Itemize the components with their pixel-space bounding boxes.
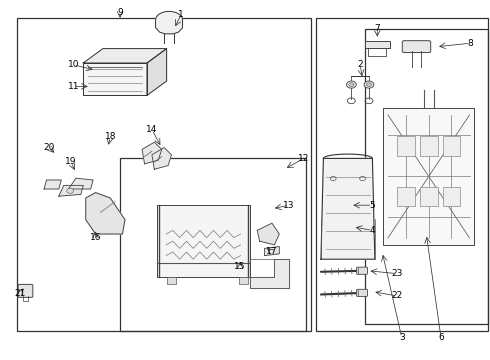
Text: 18: 18 — [104, 132, 116, 141]
Polygon shape — [321, 158, 375, 259]
Bar — [168, 277, 176, 284]
Polygon shape — [83, 63, 147, 95]
Bar — [442, 136, 460, 156]
Polygon shape — [147, 49, 167, 95]
Text: 8: 8 — [467, 39, 473, 48]
Bar — [365, 41, 390, 48]
Bar — [383, 108, 474, 245]
Polygon shape — [257, 223, 279, 245]
Bar — [397, 187, 415, 207]
Polygon shape — [83, 49, 167, 63]
Circle shape — [367, 83, 371, 86]
FancyBboxPatch shape — [18, 284, 33, 297]
Text: 20: 20 — [43, 143, 55, 152]
Text: 4: 4 — [369, 226, 375, 235]
Bar — [17, 18, 311, 331]
Text: 13: 13 — [283, 201, 295, 210]
Polygon shape — [250, 259, 289, 288]
Bar — [239, 277, 248, 284]
Circle shape — [346, 81, 356, 88]
Bar — [365, 29, 488, 324]
Text: 22: 22 — [392, 292, 402, 300]
Bar — [397, 136, 415, 156]
Text: 14: 14 — [146, 125, 158, 134]
Text: 3: 3 — [399, 333, 405, 342]
Circle shape — [349, 83, 354, 86]
Bar — [420, 187, 438, 207]
Text: 12: 12 — [298, 154, 310, 163]
Polygon shape — [69, 178, 93, 189]
Text: 1: 1 — [178, 10, 184, 19]
FancyBboxPatch shape — [357, 267, 368, 274]
Text: 11: 11 — [68, 82, 79, 91]
Circle shape — [364, 81, 374, 88]
Polygon shape — [59, 185, 83, 196]
Polygon shape — [86, 193, 125, 234]
Text: 2: 2 — [357, 60, 363, 69]
FancyBboxPatch shape — [402, 41, 431, 53]
Text: 15: 15 — [234, 262, 246, 271]
Text: 10: 10 — [68, 60, 79, 69]
Polygon shape — [44, 180, 61, 189]
Text: 17: 17 — [266, 248, 278, 256]
Text: 6: 6 — [438, 333, 444, 342]
Text: 19: 19 — [65, 157, 77, 166]
Bar — [120, 158, 306, 331]
Bar — [316, 18, 488, 331]
Text: 5: 5 — [369, 201, 375, 210]
Text: 7: 7 — [374, 24, 380, 33]
Polygon shape — [152, 148, 172, 169]
Bar — [442, 187, 460, 207]
Polygon shape — [142, 142, 162, 164]
Text: 23: 23 — [391, 269, 403, 278]
Text: 9: 9 — [117, 8, 123, 17]
Text: 21: 21 — [14, 289, 25, 298]
Polygon shape — [265, 247, 279, 256]
Polygon shape — [155, 12, 182, 34]
FancyBboxPatch shape — [357, 289, 368, 297]
Circle shape — [67, 188, 74, 193]
Bar — [157, 205, 250, 277]
Bar — [420, 136, 438, 156]
Text: 16: 16 — [90, 233, 101, 242]
